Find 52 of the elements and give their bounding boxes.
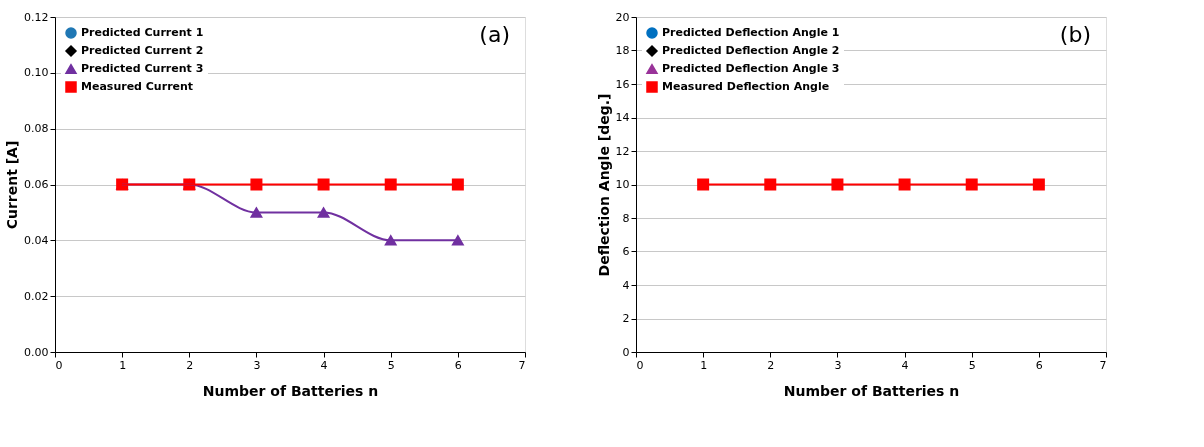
- legend-label: Predicted Current 1: [81, 26, 204, 39]
- x-tick-label: 7: [518, 358, 526, 372]
- x-tick-label: 0: [55, 358, 63, 372]
- point: [250, 207, 263, 218]
- legend-label: Predicted Deflection Angle 3: [662, 62, 840, 75]
- y-tick-label: 20: [615, 10, 630, 24]
- y-tick-label: 12: [615, 144, 630, 158]
- y-tick-label: 2: [622, 312, 630, 325]
- x-axis-title: Number of Batteries n: [202, 382, 379, 399]
- x-tick-label: 4: [320, 358, 328, 372]
- y-tick-label: 10: [615, 178, 630, 191]
- point: [317, 207, 330, 218]
- x-tick-label: 6: [454, 358, 462, 372]
- y-tick-label: 0.08: [24, 122, 49, 136]
- legend-label: Measured Deflection Angle: [662, 80, 830, 93]
- y-tick-label: 0.02: [24, 289, 49, 303]
- x-tick-label: 6: [1035, 358, 1043, 372]
- point: [384, 235, 397, 246]
- y-axis-title: Deflection Angle [deg.]: [595, 93, 612, 277]
- legend-label: Measured Current: [81, 80, 194, 93]
- point: [451, 235, 464, 246]
- y-tick-label: 4: [622, 278, 630, 292]
- y-tick-label: 0.04: [24, 233, 49, 247]
- x-tick-label: 1: [700, 358, 708, 372]
- x-tick-label: 2: [186, 358, 194, 372]
- y-tick-label: 8: [622, 211, 630, 225]
- legend-label: Predicted Current 2: [81, 44, 204, 57]
- x-tick-label: 3: [253, 358, 261, 372]
- legend-label: Predicted Deflection Angle 2: [662, 44, 840, 57]
- annotation: (b): [1059, 22, 1091, 47]
- y-tick-label: 0.06: [24, 178, 49, 191]
- y-tick-label: 0: [622, 345, 630, 359]
- legend-label: Predicted Deflection Angle 1: [662, 26, 840, 39]
- x-tick-label: 5: [387, 358, 395, 372]
- annotation: (a): [479, 22, 510, 47]
- y-tick-label: 6: [622, 245, 630, 258]
- x-tick-label: 2: [767, 358, 775, 372]
- y-tick-label: 0.12: [24, 10, 49, 24]
- x-tick-label: 4: [901, 358, 909, 372]
- x-tick-label: 1: [119, 358, 127, 372]
- y-tick-label: 0.00: [24, 345, 49, 359]
- y-tick-label: 18: [615, 44, 630, 57]
- y-tick-label: 0.10: [24, 66, 49, 80]
- y-tick-label: 16: [615, 77, 630, 91]
- x-tick-label: 7: [1099, 358, 1107, 372]
- x-tick-label: 0: [636, 358, 644, 372]
- y-tick-label: 14: [615, 111, 630, 124]
- y-axis-title: Current [A]: [4, 140, 21, 230]
- x-tick-label: 3: [834, 358, 842, 372]
- x-tick-label: 5: [968, 358, 976, 372]
- legend-label: Predicted Current 3: [81, 62, 204, 75]
- x-axis-title: Number of Batteries n: [783, 382, 960, 399]
